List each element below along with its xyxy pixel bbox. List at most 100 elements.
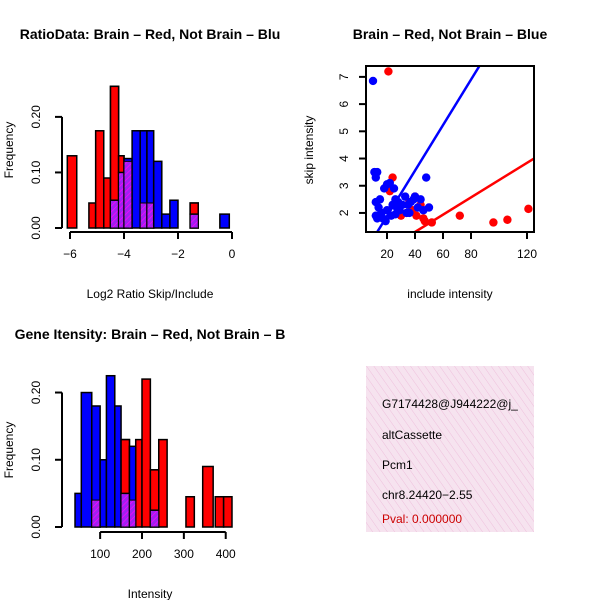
info-panel: G7174428@J944222@j_ altCassette Pcm1 chr… (366, 366, 534, 532)
scatter-marks (368, 66, 534, 232)
scatter-x-tick-label-0: 20 (380, 247, 394, 261)
scatter-point-brain-15 (524, 204, 533, 214)
intensity-bar-notbrain-4 (105, 374, 116, 528)
scatter-point-notbrain-33 (373, 214, 382, 223)
scatter-xlabel: include intensity (407, 287, 492, 301)
scatter-ylabel: skip intensity (302, 116, 316, 185)
ratio-title: RatioData: Brain – Red, Not Brain – Blu (20, 26, 281, 42)
scatter-point-notbrain-0 (368, 76, 378, 86)
ratio-histogram: RatioData: Brain – Red, Not Brain – Blu … (2, 26, 280, 301)
info-background (366, 366, 534, 532)
scatter-y-tick-label-0: 2 (337, 209, 351, 216)
intensity-bar-brain-3 (134, 438, 143, 528)
ratio-x-tick-label-0: −6 (63, 247, 77, 261)
intensity-bar-brain-6 (157, 438, 168, 528)
ratio-bar-notbrain-6 (152, 160, 163, 229)
info-location: chr8.24420−2.55 (382, 488, 473, 502)
scatter-point-brain-0 (384, 67, 393, 76)
ratio-y-tick-label-2: 0.20 (29, 105, 43, 129)
ratio-bar-overlap-5-8 (146, 202, 155, 229)
scatter-point-notbrain-36 (419, 206, 428, 215)
ratio-bar-overlap-9-9 (189, 213, 199, 229)
scatter-x-tick-label-2: 60 (436, 247, 450, 261)
ratio-bar-brain-top-1-5 (117, 155, 125, 174)
intensity-x-tick-label-2: 300 (174, 547, 194, 561)
intensity-bar-overlap-7-2 (128, 499, 137, 528)
intensity-title: Gene Itensity: Brain – Red, Not Brain – … (15, 326, 286, 342)
scatter-x-tick-label-3: 80 (464, 247, 478, 261)
info-event-type: altCassette (382, 428, 442, 442)
ratio-bar-brain-0 (66, 155, 78, 229)
intensity-y-tick-label-1: 0.10 (29, 448, 43, 472)
scatter-point-brain-14 (503, 215, 512, 224)
ratio-y-tick-label-0: 0.00 (29, 216, 43, 240)
scatter-point-brain-13 (489, 218, 498, 227)
ratio-bar-brain-3 (103, 177, 112, 229)
scatter-axes: 20 40 60 80 120 2 3 4 5 6 7 (337, 73, 537, 261)
intensity-bar-brain-top-8-5 (149, 469, 160, 511)
info-id: G7174428@J944222@j_ (382, 397, 518, 411)
intensity-bar-overlap-6-1 (120, 492, 130, 528)
ratio-y-tick-label-1: 0.10 (29, 160, 43, 184)
intensity-y-tick-label-2: 0.20 (29, 381, 43, 405)
scatter-point-notbrain-3 (373, 167, 382, 177)
scatter-y-tick-label-3: 5 (337, 128, 351, 135)
scatter-point-notbrain-28 (422, 173, 431, 182)
intensity-bar-brain-9 (214, 495, 225, 528)
intensity-bar-notbrain-3 (99, 459, 108, 528)
ratio-bar-overlap-0-4 (110, 199, 120, 229)
scatter-point-notbrain-17 (401, 192, 410, 201)
intensity-bar-brain-10 (222, 495, 233, 528)
intensity-bar-overlap-8-5 (149, 509, 160, 528)
ratio-x-tick-label-3: 0 (229, 247, 236, 261)
ratio-bars (66, 85, 231, 229)
scatter-point-notbrain-35 (405, 208, 414, 218)
scatter-y-tick-label-2: 4 (337, 155, 351, 162)
scatter-point-notbrain-32 (381, 216, 390, 226)
info-pval: Pval: 0.000000 (382, 512, 462, 526)
intensity-bar-brain-7 (185, 495, 196, 528)
ratio-x-tick-label-1: −4 (117, 247, 131, 261)
ratio-bar-overlap-2-6 (123, 160, 133, 229)
intensity-x-tick-label-3: 400 (216, 547, 236, 561)
scatter-point-notbrain-34 (394, 197, 403, 207)
ratio-xlabel: Log2 Ratio Skip/Include (87, 287, 214, 301)
intensity-y-tick-label-0: 0.00 (29, 515, 43, 539)
scatter-x-tick-label-4: 120 (517, 247, 537, 261)
scatter-y-tick-label-5: 7 (337, 73, 351, 80)
info-gene: Pcm1 (382, 458, 413, 472)
ratio-bar-notbrain-3 (131, 130, 141, 229)
scatter-point-notbrain-31 (416, 195, 425, 204)
intensity-axes: 100 200 300 400 0.00 0.10 0.20 (29, 381, 236, 561)
intensity-x-tick-label-0: 100 (90, 547, 110, 561)
ratio-bar-brain-top-9-9 (189, 202, 199, 215)
intensity-x-tick-label-1: 200 (132, 547, 152, 561)
intensity-bar-brain-4 (141, 378, 152, 528)
intensity-histogram: Gene Itensity: Brain – Red, Not Brain – … (2, 326, 285, 600)
intensity-bar-brain-8 (201, 465, 214, 528)
intensity-bars (74, 374, 233, 528)
scatter-y-tick-label-1: 3 (337, 182, 351, 189)
ratio-axes: −6 −4 −2 0 0.00 0.10 0.20 (29, 105, 236, 261)
intensity-bar-notbrain-0 (74, 492, 83, 528)
scatter-point-brain-11 (427, 218, 436, 227)
scatter-point-notbrain-27 (391, 210, 400, 219)
scatter-y-tick-label-4: 6 (337, 100, 351, 107)
ratio-bar-notbrain-8 (169, 199, 179, 229)
ratio-bar-overlap-1-5 (118, 171, 125, 229)
ratio-bar-brain-top-0-4 (109, 85, 120, 201)
scatter-title: Brain – Red, Not Brain – Blue (353, 26, 548, 42)
intensity-bar-notbrain-1 (80, 391, 93, 528)
intensity-ylabel: Frequency (2, 422, 16, 479)
ratio-x-tick-label-2: −2 (171, 247, 185, 261)
ratio-bar-brain-2 (94, 130, 105, 229)
ratio-bar-notbrain-10 (219, 213, 231, 229)
intensity-bar-brain-top-6-1 (120, 438, 131, 495)
scatter-point-notbrain-11 (389, 184, 399, 193)
intensity-bar-overlap-2-0 (91, 499, 101, 528)
intensity-scatter: Brain – Red, Not Brain – Blue skip inten… (302, 26, 547, 301)
scatter-x-tick-label-1: 40 (408, 247, 422, 261)
intensity-bar-notbrain-5 (114, 405, 122, 528)
ratio-bar-notbrain-7 (161, 213, 171, 229)
